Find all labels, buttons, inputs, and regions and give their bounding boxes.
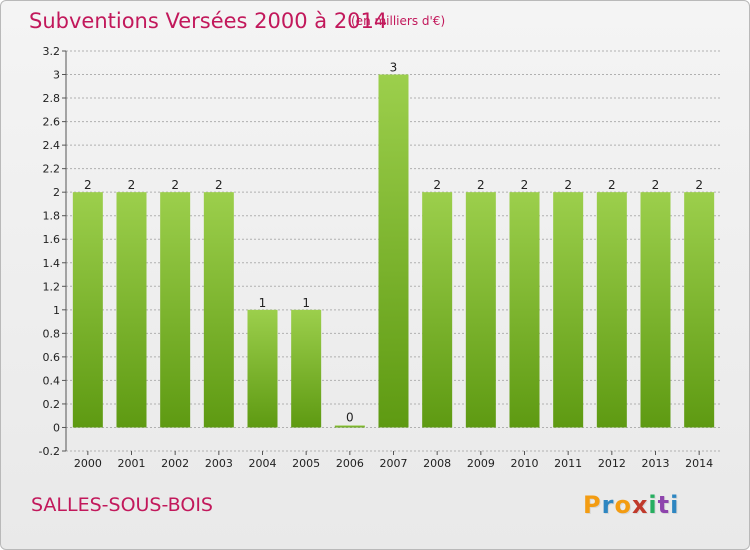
logo-letter: o — [614, 491, 632, 519]
y-tick-label: 0.2 — [43, 398, 61, 411]
bar — [334, 425, 365, 428]
y-tick-label: 2.4 — [43, 139, 61, 152]
y-tick-label: 2.6 — [43, 116, 61, 129]
y-tick-label: 1.2 — [43, 280, 61, 293]
data-label: 2 — [695, 178, 703, 192]
x-tick-label: 2013 — [642, 457, 670, 470]
data-label: 2 — [128, 178, 136, 192]
data-label: 2 — [564, 178, 572, 192]
logo-letter: i — [648, 491, 658, 519]
x-tick-label: 2010 — [511, 457, 539, 470]
x-tick-label: 2011 — [554, 457, 582, 470]
x-tick-label: 2003 — [205, 457, 233, 470]
y-tick-label: 2.2 — [43, 163, 61, 176]
y-tick-label: 0.6 — [43, 351, 61, 364]
y-tick-label: 1.4 — [43, 257, 61, 270]
bar — [640, 192, 671, 428]
commune-name: SALLES-SOUS-BOIS — [31, 494, 213, 516]
y-tick-label: 3.2 — [43, 45, 61, 58]
y-tick-label: 1.8 — [43, 210, 61, 223]
x-tick-label: 2004 — [249, 457, 277, 470]
data-label: 3 — [390, 61, 398, 75]
data-label: 2 — [171, 178, 179, 192]
y-tick-label: -0.2 — [39, 445, 60, 458]
data-label: 2 — [652, 178, 660, 192]
bar — [203, 192, 234, 428]
bar — [291, 309, 322, 428]
y-tick-label: 0.8 — [43, 327, 61, 340]
y-tick-label: 0 — [53, 421, 60, 434]
y-tick-label: 1.6 — [43, 233, 61, 246]
bar — [72, 192, 103, 428]
logo-letter: r — [601, 491, 615, 519]
x-tick-label: 2002 — [161, 457, 189, 470]
x-tick-label: 2009 — [467, 457, 495, 470]
y-tick-label: 2 — [53, 186, 60, 199]
logo-letter: t — [657, 491, 671, 519]
y-tick-label: 1 — [53, 304, 60, 317]
data-label: 1 — [302, 296, 310, 310]
data-label: 2 — [215, 178, 223, 192]
bar — [422, 192, 453, 428]
y-tick-label: 0.4 — [43, 374, 61, 387]
y-tick-label: 3 — [53, 69, 60, 82]
x-tick-label: 2000 — [74, 457, 102, 470]
data-label: 1 — [259, 296, 267, 310]
data-label: 2 — [84, 178, 92, 192]
x-tick-label: 2007 — [380, 457, 408, 470]
bar — [684, 192, 715, 428]
logo-letter: x — [631, 491, 649, 519]
x-tick-label: 2008 — [423, 457, 451, 470]
data-label: 2 — [433, 178, 441, 192]
chart-subtitle: (en milliers d'€) — [351, 14, 446, 28]
bar — [596, 192, 627, 428]
logo-letter: i — [670, 491, 680, 519]
data-label: 2 — [477, 178, 485, 192]
bar — [160, 192, 191, 428]
x-tick-label: 2001 — [118, 457, 146, 470]
chart-title: Subventions Versées 2000 à 2014 — [29, 9, 388, 33]
x-tick-label: 2006 — [336, 457, 364, 470]
bar — [553, 192, 584, 428]
x-tick-label: 2005 — [292, 457, 320, 470]
logo-letter: P — [583, 491, 602, 519]
proxiti-logo: Proxiti — [583, 491, 679, 519]
y-tick-label: 2.8 — [43, 92, 61, 105]
bar — [465, 192, 496, 428]
bar — [378, 74, 409, 428]
data-label: 2 — [521, 178, 529, 192]
x-tick-label: 2012 — [598, 457, 626, 470]
bar — [247, 309, 278, 428]
x-tick-label: 2014 — [685, 457, 713, 470]
data-label: 2 — [608, 178, 616, 192]
bar — [116, 192, 147, 428]
data-label: 0 — [346, 410, 354, 424]
bar — [509, 192, 540, 428]
